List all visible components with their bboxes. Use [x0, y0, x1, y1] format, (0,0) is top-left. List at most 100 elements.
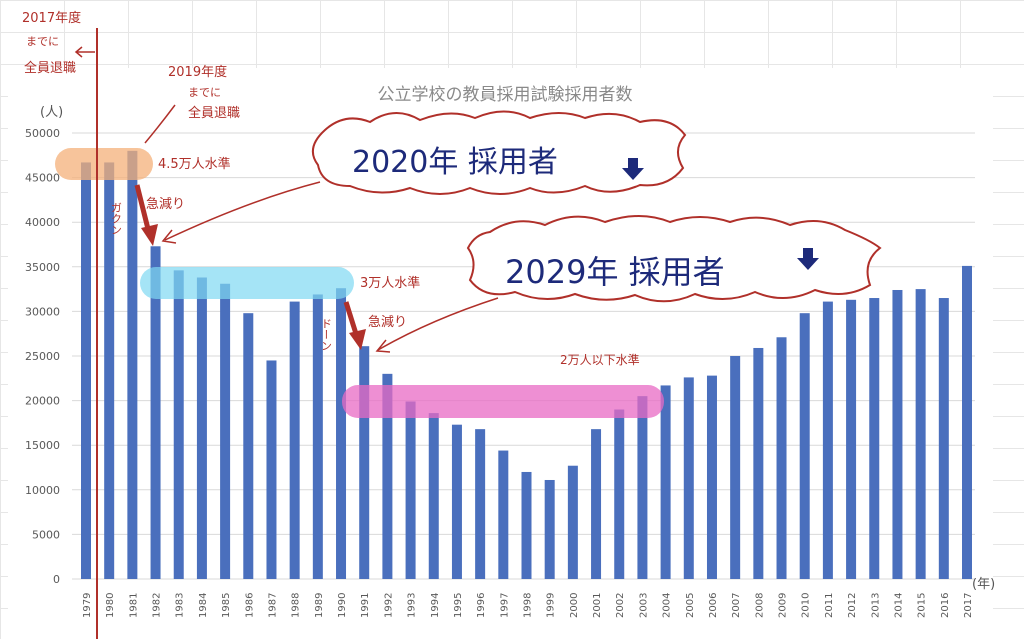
- y-tick-label: 0: [53, 573, 60, 586]
- mid-note-line3: 全員退職: [188, 105, 240, 121]
- sharp-drop-note-2: 急減り: [368, 314, 407, 330]
- x-tick-label: 2006: [708, 593, 719, 618]
- x-tick-label: 1997: [499, 593, 510, 618]
- x-tick-label: 1987: [267, 593, 278, 618]
- y-axis-label: (人): [40, 105, 63, 120]
- level-20k-note: 2万人以下水準: [560, 352, 640, 367]
- x-tick-label: 2011: [824, 593, 835, 618]
- x-tick-label: 1999: [546, 593, 557, 618]
- bar-2006: [706, 375, 717, 579]
- bar-2001: [591, 429, 602, 579]
- x-tick-label: 1990: [337, 593, 348, 618]
- bar-2010: [799, 313, 810, 579]
- y-tick-label: 10000: [25, 484, 60, 497]
- x-tick-label: 2004: [662, 593, 673, 618]
- bar-1982: [150, 246, 161, 579]
- x-tick-label: 2010: [801, 593, 812, 618]
- x-tick-label: 1986: [244, 593, 255, 618]
- x-tick-label: 1991: [360, 593, 371, 618]
- bubble-2029-pointer: [377, 297, 499, 351]
- x-tick-label: 2001: [592, 593, 603, 618]
- bar-1996: [475, 429, 486, 579]
- highlight-pink: [342, 385, 664, 418]
- bar-1998: [521, 471, 532, 579]
- pointer-arrowhead-1: [161, 229, 177, 244]
- x-tick-label: 1982: [152, 593, 163, 618]
- bar-2009: [776, 337, 787, 579]
- y-tick-label: 30000: [25, 305, 60, 318]
- x-tick-label: 1981: [128, 593, 139, 618]
- bar-1981: [127, 150, 138, 579]
- mid-note-line2: までに: [188, 86, 221, 99]
- x-tick-label: 1989: [314, 593, 325, 618]
- x-tick-label: 2002: [615, 593, 626, 618]
- sharp-drop-note-1: 急減り: [146, 196, 185, 212]
- bubble-2020: [311, 110, 687, 195]
- x-tick-label: 1998: [523, 593, 534, 618]
- y-tick-label: 35000: [25, 261, 60, 274]
- bar-2008: [753, 347, 764, 579]
- x-tick-label: 2003: [638, 593, 649, 618]
- x-tick-label: 2005: [685, 593, 696, 618]
- bar-2014: [892, 289, 903, 579]
- down-arrow-icon: [797, 248, 819, 270]
- bars: [81, 150, 972, 579]
- x-tick-label: 1996: [476, 593, 487, 618]
- y-tick-label: 20000: [25, 395, 60, 408]
- x-tick-label: 2016: [940, 593, 951, 618]
- x-tick-labels: 1979 1980 1981 1982 1983 1984 1985 1986 1987 1988…: [82, 593, 974, 618]
- down-arrow-icon: [622, 158, 644, 180]
- bar-1979: [81, 162, 91, 579]
- chart-title: 公立学校の教員採用試験採用者数: [378, 85, 633, 105]
- level-45k-note: 4.5万人水準: [158, 156, 231, 172]
- bar-1999: [544, 479, 555, 579]
- left-arrow-icon: [74, 46, 95, 58]
- bar-1991: [359, 346, 370, 579]
- drop-arrowhead-2: [349, 329, 366, 350]
- bar-2005: [683, 377, 694, 579]
- bar-2015: [915, 289, 926, 579]
- x-tick-label: 2000: [569, 593, 580, 618]
- drop-arrow-1-icon: [134, 184, 152, 234]
- bar-2012: [846, 299, 857, 579]
- highlight-blue: [140, 267, 354, 299]
- y-tick-label: 25000: [25, 350, 60, 363]
- bar-1993: [405, 401, 416, 579]
- bar-2003: [637, 396, 648, 579]
- x-tick-label: 1984: [198, 593, 209, 618]
- bar-2000: [567, 465, 578, 579]
- left-note-line2: までに: [26, 35, 59, 48]
- highlight-orange: [55, 148, 153, 180]
- bar-1995: [451, 424, 462, 579]
- bubble-2020-pointer: [164, 181, 321, 241]
- bar-1988: [289, 301, 300, 579]
- x-tick-label: 1985: [221, 593, 232, 618]
- bubble-2029-text: 2029年 採用者: [505, 253, 725, 291]
- bar-1990: [336, 288, 347, 579]
- x-tick-label: 2012: [847, 593, 858, 618]
- bar-1980: [104, 162, 115, 579]
- y-tick-label: 50000: [25, 127, 60, 140]
- y-tick-labels: 0 5000 10000 15000 20000 25000 30000 35000 40000…: [25, 127, 60, 586]
- doon-note: ドーン: [320, 318, 333, 351]
- y-tick-label: 40000: [25, 216, 60, 229]
- bar-2007: [730, 356, 741, 579]
- x-tick-label: 2007: [731, 593, 742, 618]
- left-note-line3: 全員退職: [24, 60, 76, 76]
- left-note-line1: 2017年度: [22, 10, 81, 26]
- bar-2017: [962, 265, 972, 579]
- x-tick-label: 2013: [870, 593, 881, 618]
- bar-2004: [660, 385, 671, 579]
- bubble-2020-text: 2020年 採用者: [352, 145, 558, 180]
- bar-1983: [173, 270, 184, 579]
- bar-2013: [869, 298, 880, 579]
- bar-1994: [428, 413, 439, 579]
- mid-note-line1: 2019年度: [168, 64, 227, 80]
- y-tick-label: 5000: [32, 528, 60, 541]
- drop-arrow-2-icon: [343, 301, 360, 338]
- bar-1992: [382, 373, 393, 579]
- bubble-2029: [466, 215, 882, 303]
- bar-2016: [938, 298, 949, 579]
- x-tick-label: 1992: [383, 593, 394, 618]
